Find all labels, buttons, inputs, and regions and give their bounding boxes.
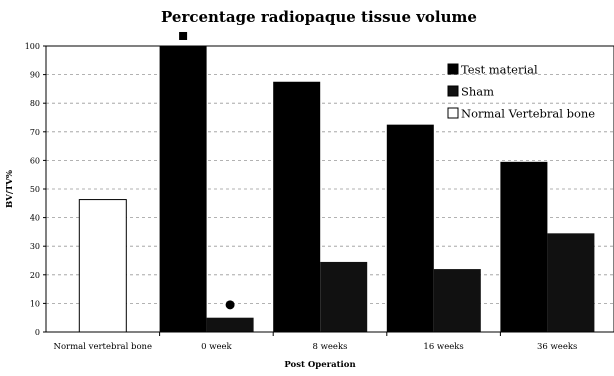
bar (78, 199, 127, 333)
x-axis-title: Post Operation (284, 360, 355, 370)
y-tick-label: 30 (30, 242, 40, 251)
x-tick-labels: Normal vertebral bone 0 week 8 weeks 16 wee… (54, 342, 578, 352)
y-axis-title: BV/TV% (5, 170, 15, 208)
y-tick-label: 40 (30, 214, 40, 223)
x-tick-label: 8 weeks (313, 342, 348, 352)
x-tick-label: 0 week (201, 342, 232, 352)
significance-square-marker (179, 31, 188, 40)
legend: Test material Sham Normal Vertebral bone (447, 63, 595, 121)
legend-swatch (447, 107, 459, 119)
bar (320, 261, 368, 332)
legend-label: Sham (461, 85, 494, 99)
legend-swatch (447, 63, 459, 75)
bar (500, 161, 548, 332)
annotation-markers (179, 31, 235, 310)
x-tick-label: Normal vertebral bone (54, 342, 153, 352)
chart-title: Percentage radiopaque tissue volume (161, 8, 477, 26)
y-tick-label: 90 (30, 71, 40, 80)
y-tick-label: 60 (30, 156, 40, 165)
bar (386, 124, 434, 333)
x-tick-label: 36 weeks (537, 342, 577, 352)
bars (78, 46, 595, 333)
y-tick-label: 0 (35, 328, 40, 337)
significance-circle-marker (225, 300, 235, 310)
y-tick-label: 50 (30, 185, 40, 194)
bar (206, 317, 254, 332)
y-tick-label: 100 (25, 42, 40, 51)
axes (45, 45, 614, 333)
bar (273, 81, 321, 332)
bar (159, 46, 207, 332)
x-tick-label: 16 weeks (423, 342, 463, 352)
plot-frame (45, 45, 614, 333)
y-tick-label: 70 (30, 128, 40, 137)
y-tick-label: 80 (30, 99, 40, 108)
bar (433, 269, 481, 332)
y-tick-label: 10 (30, 299, 40, 308)
y-tick-labels: 0 10 20 30 40 50 60 70 80 90 100 (25, 42, 40, 337)
legend-swatch (447, 85, 459, 97)
bar (547, 233, 595, 332)
legend-label: Normal Vertebral bone (461, 107, 595, 121)
legend-label: Test material (461, 63, 538, 77)
y-tick-label: 20 (30, 271, 40, 280)
